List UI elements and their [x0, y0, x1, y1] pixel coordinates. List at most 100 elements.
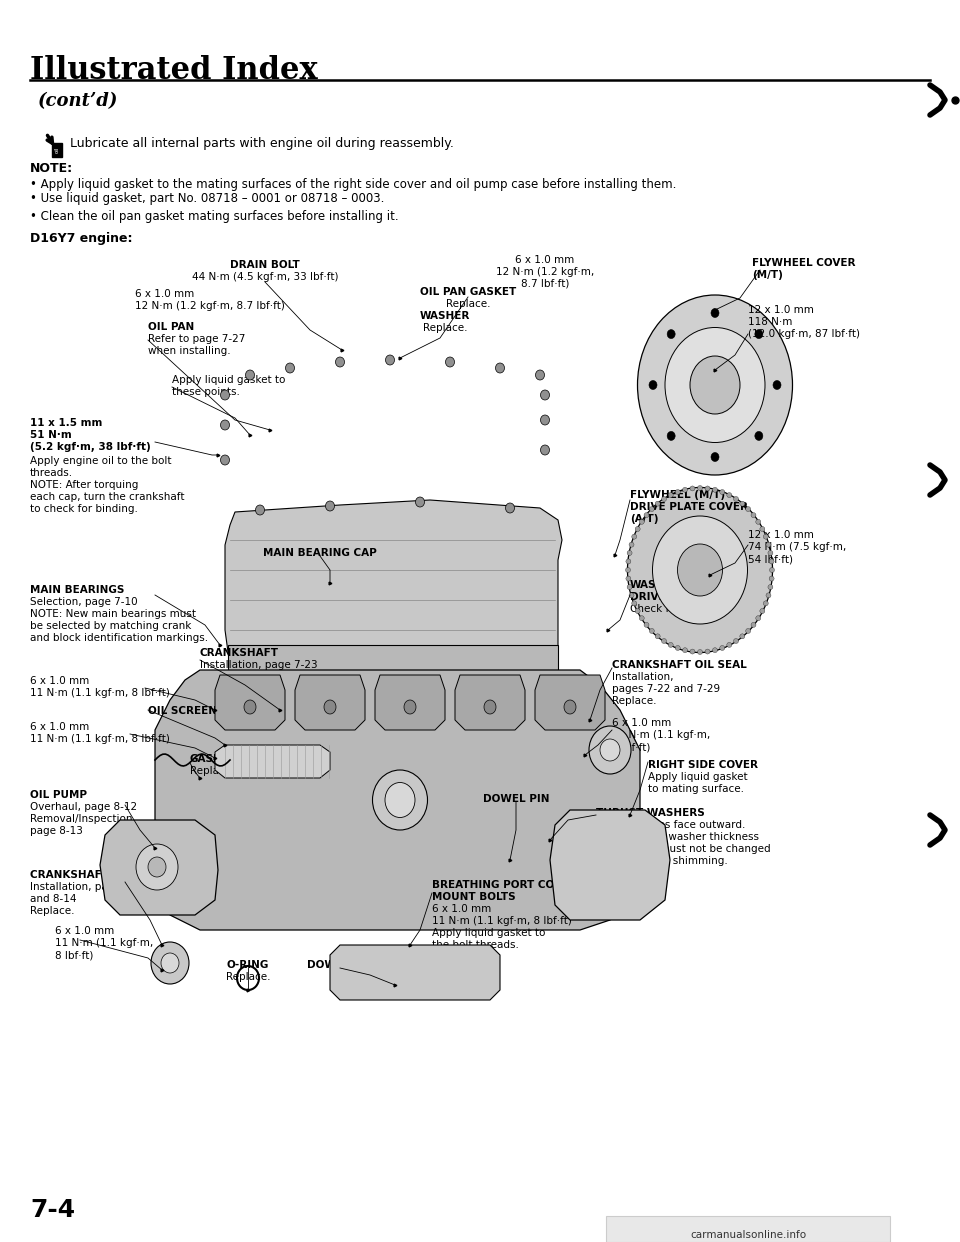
Text: MAIN BEARING CAP: MAIN BEARING CAP	[263, 548, 377, 558]
Text: DRIVE PLATE COVER: DRIVE PLATE COVER	[630, 502, 748, 512]
Ellipse shape	[221, 455, 229, 465]
Ellipse shape	[639, 519, 644, 524]
Text: WASHER: WASHER	[630, 580, 681, 590]
Ellipse shape	[626, 568, 631, 573]
Text: 12 N·m (1.2 kgf·m, 8.7 lbf·ft): 12 N·m (1.2 kgf·m, 8.7 lbf·ft)	[135, 301, 285, 310]
Ellipse shape	[655, 633, 660, 638]
Text: Lubricate all internal parts with engine oil during reassembly.: Lubricate all internal parts with engine…	[70, 137, 454, 149]
Ellipse shape	[690, 356, 740, 414]
Text: 6 x 1.0 mm: 6 x 1.0 mm	[612, 718, 671, 728]
Text: DRAIN BOLT: DRAIN BOLT	[230, 260, 300, 270]
Text: 11 N·m (1.1 kgf·m,: 11 N·m (1.1 kgf·m,	[55, 938, 154, 948]
Text: • Use liquid gasket, part No. 08718 – 0001 or 08718 – 0003.: • Use liquid gasket, part No. 08718 – 00…	[30, 193, 384, 205]
Ellipse shape	[756, 519, 760, 524]
Text: MOUNT BOLTS: MOUNT BOLTS	[432, 892, 516, 902]
FancyBboxPatch shape	[606, 1216, 890, 1242]
Ellipse shape	[667, 431, 675, 441]
Text: 11 x 1.5 mm: 11 x 1.5 mm	[30, 419, 103, 428]
Text: THRUST WASHERS: THRUST WASHERS	[596, 809, 705, 818]
Ellipse shape	[386, 355, 395, 365]
Ellipse shape	[768, 550, 773, 555]
Text: NOTE: Thrust washer thickness: NOTE: Thrust washer thickness	[596, 832, 759, 842]
Ellipse shape	[751, 513, 756, 518]
Text: Apply liquid gasket: Apply liquid gasket	[648, 773, 748, 782]
Text: CRANKSHAFT SEAL: CRANKSHAFT SEAL	[30, 869, 142, 881]
Text: Refer to page 7-27: Refer to page 7-27	[148, 334, 246, 344]
Polygon shape	[225, 501, 562, 678]
Text: 6 x 1.0 mm: 6 x 1.0 mm	[432, 904, 492, 914]
Ellipse shape	[760, 527, 765, 532]
Text: NOTE: New main bearings must: NOTE: New main bearings must	[30, 609, 196, 619]
Ellipse shape	[668, 493, 673, 498]
Text: page 8-13: page 8-13	[30, 826, 83, 836]
Ellipse shape	[655, 502, 660, 507]
Ellipse shape	[705, 486, 710, 491]
Ellipse shape	[727, 642, 732, 647]
Text: OIL SCREEN: OIL SCREEN	[148, 705, 217, 715]
Ellipse shape	[325, 501, 334, 510]
Ellipse shape	[416, 497, 424, 507]
Text: Installation,: Installation,	[612, 672, 674, 682]
Ellipse shape	[285, 363, 295, 373]
Ellipse shape	[770, 568, 775, 573]
Ellipse shape	[727, 493, 732, 498]
Text: FLYWHEEL (M/T): FLYWHEEL (M/T)	[630, 491, 725, 501]
Text: these points.: these points.	[172, 388, 240, 397]
Ellipse shape	[136, 845, 178, 891]
Ellipse shape	[683, 487, 687, 492]
Ellipse shape	[540, 415, 549, 425]
Ellipse shape	[564, 700, 576, 714]
Ellipse shape	[649, 628, 655, 633]
Text: oil: oil	[55, 147, 60, 153]
Ellipse shape	[698, 650, 703, 655]
Ellipse shape	[712, 648, 717, 653]
Ellipse shape	[628, 488, 773, 652]
Ellipse shape	[649, 507, 655, 512]
Ellipse shape	[720, 646, 725, 651]
Text: Apply engine oil to the bolt: Apply engine oil to the bolt	[30, 456, 172, 466]
Ellipse shape	[632, 534, 636, 539]
Ellipse shape	[763, 601, 768, 606]
Ellipse shape	[246, 370, 254, 380]
Text: OIL PUMP: OIL PUMP	[30, 790, 87, 800]
Ellipse shape	[763, 534, 768, 539]
Ellipse shape	[678, 544, 723, 596]
Text: WASHER: WASHER	[420, 310, 470, 320]
Ellipse shape	[445, 356, 454, 366]
Text: carmanualsonline.info: carmanualsonline.info	[690, 1230, 806, 1240]
Text: and 8-14: and 8-14	[30, 894, 77, 904]
Text: (5.2 kgf·m, 38 lbf·ft): (5.2 kgf·m, 38 lbf·ft)	[30, 442, 151, 452]
Text: threads.: threads.	[30, 468, 73, 478]
Text: DRIVE PLATE (A/T): DRIVE PLATE (A/T)	[630, 592, 737, 602]
Ellipse shape	[627, 585, 632, 590]
Ellipse shape	[589, 727, 631, 774]
Ellipse shape	[600, 739, 620, 761]
Text: each cap, turn the crankshaft: each cap, turn the crankshaft	[30, 492, 184, 502]
Ellipse shape	[667, 329, 675, 339]
Text: Overhaul, page 8-12: Overhaul, page 8-12	[30, 802, 137, 812]
Ellipse shape	[766, 543, 771, 548]
Ellipse shape	[536, 370, 544, 380]
Text: Check for cracks.: Check for cracks.	[630, 604, 721, 614]
Text: pages 7-22 and 7-29: pages 7-22 and 7-29	[612, 684, 720, 694]
Ellipse shape	[760, 609, 765, 614]
Ellipse shape	[746, 628, 751, 633]
Ellipse shape	[644, 622, 649, 627]
Text: 8 lbf·ft): 8 lbf·ft)	[55, 950, 93, 960]
Ellipse shape	[690, 650, 695, 655]
Text: be selected by matching crank: be selected by matching crank	[30, 621, 191, 631]
Ellipse shape	[766, 592, 771, 597]
Polygon shape	[295, 674, 365, 730]
Polygon shape	[155, 669, 640, 930]
Ellipse shape	[690, 486, 695, 491]
Ellipse shape	[746, 507, 751, 512]
Text: Apply liquid gasket to: Apply liquid gasket to	[172, 375, 285, 385]
Ellipse shape	[627, 550, 632, 555]
Text: (M/T): (M/T)	[752, 270, 782, 279]
Polygon shape	[455, 674, 525, 730]
Ellipse shape	[626, 576, 631, 581]
Text: (A/T): (A/T)	[630, 514, 659, 524]
Text: the bolt threads.: the bolt threads.	[432, 940, 518, 950]
Ellipse shape	[385, 782, 415, 817]
Text: 6 x 1.0 mm: 6 x 1.0 mm	[30, 676, 89, 686]
